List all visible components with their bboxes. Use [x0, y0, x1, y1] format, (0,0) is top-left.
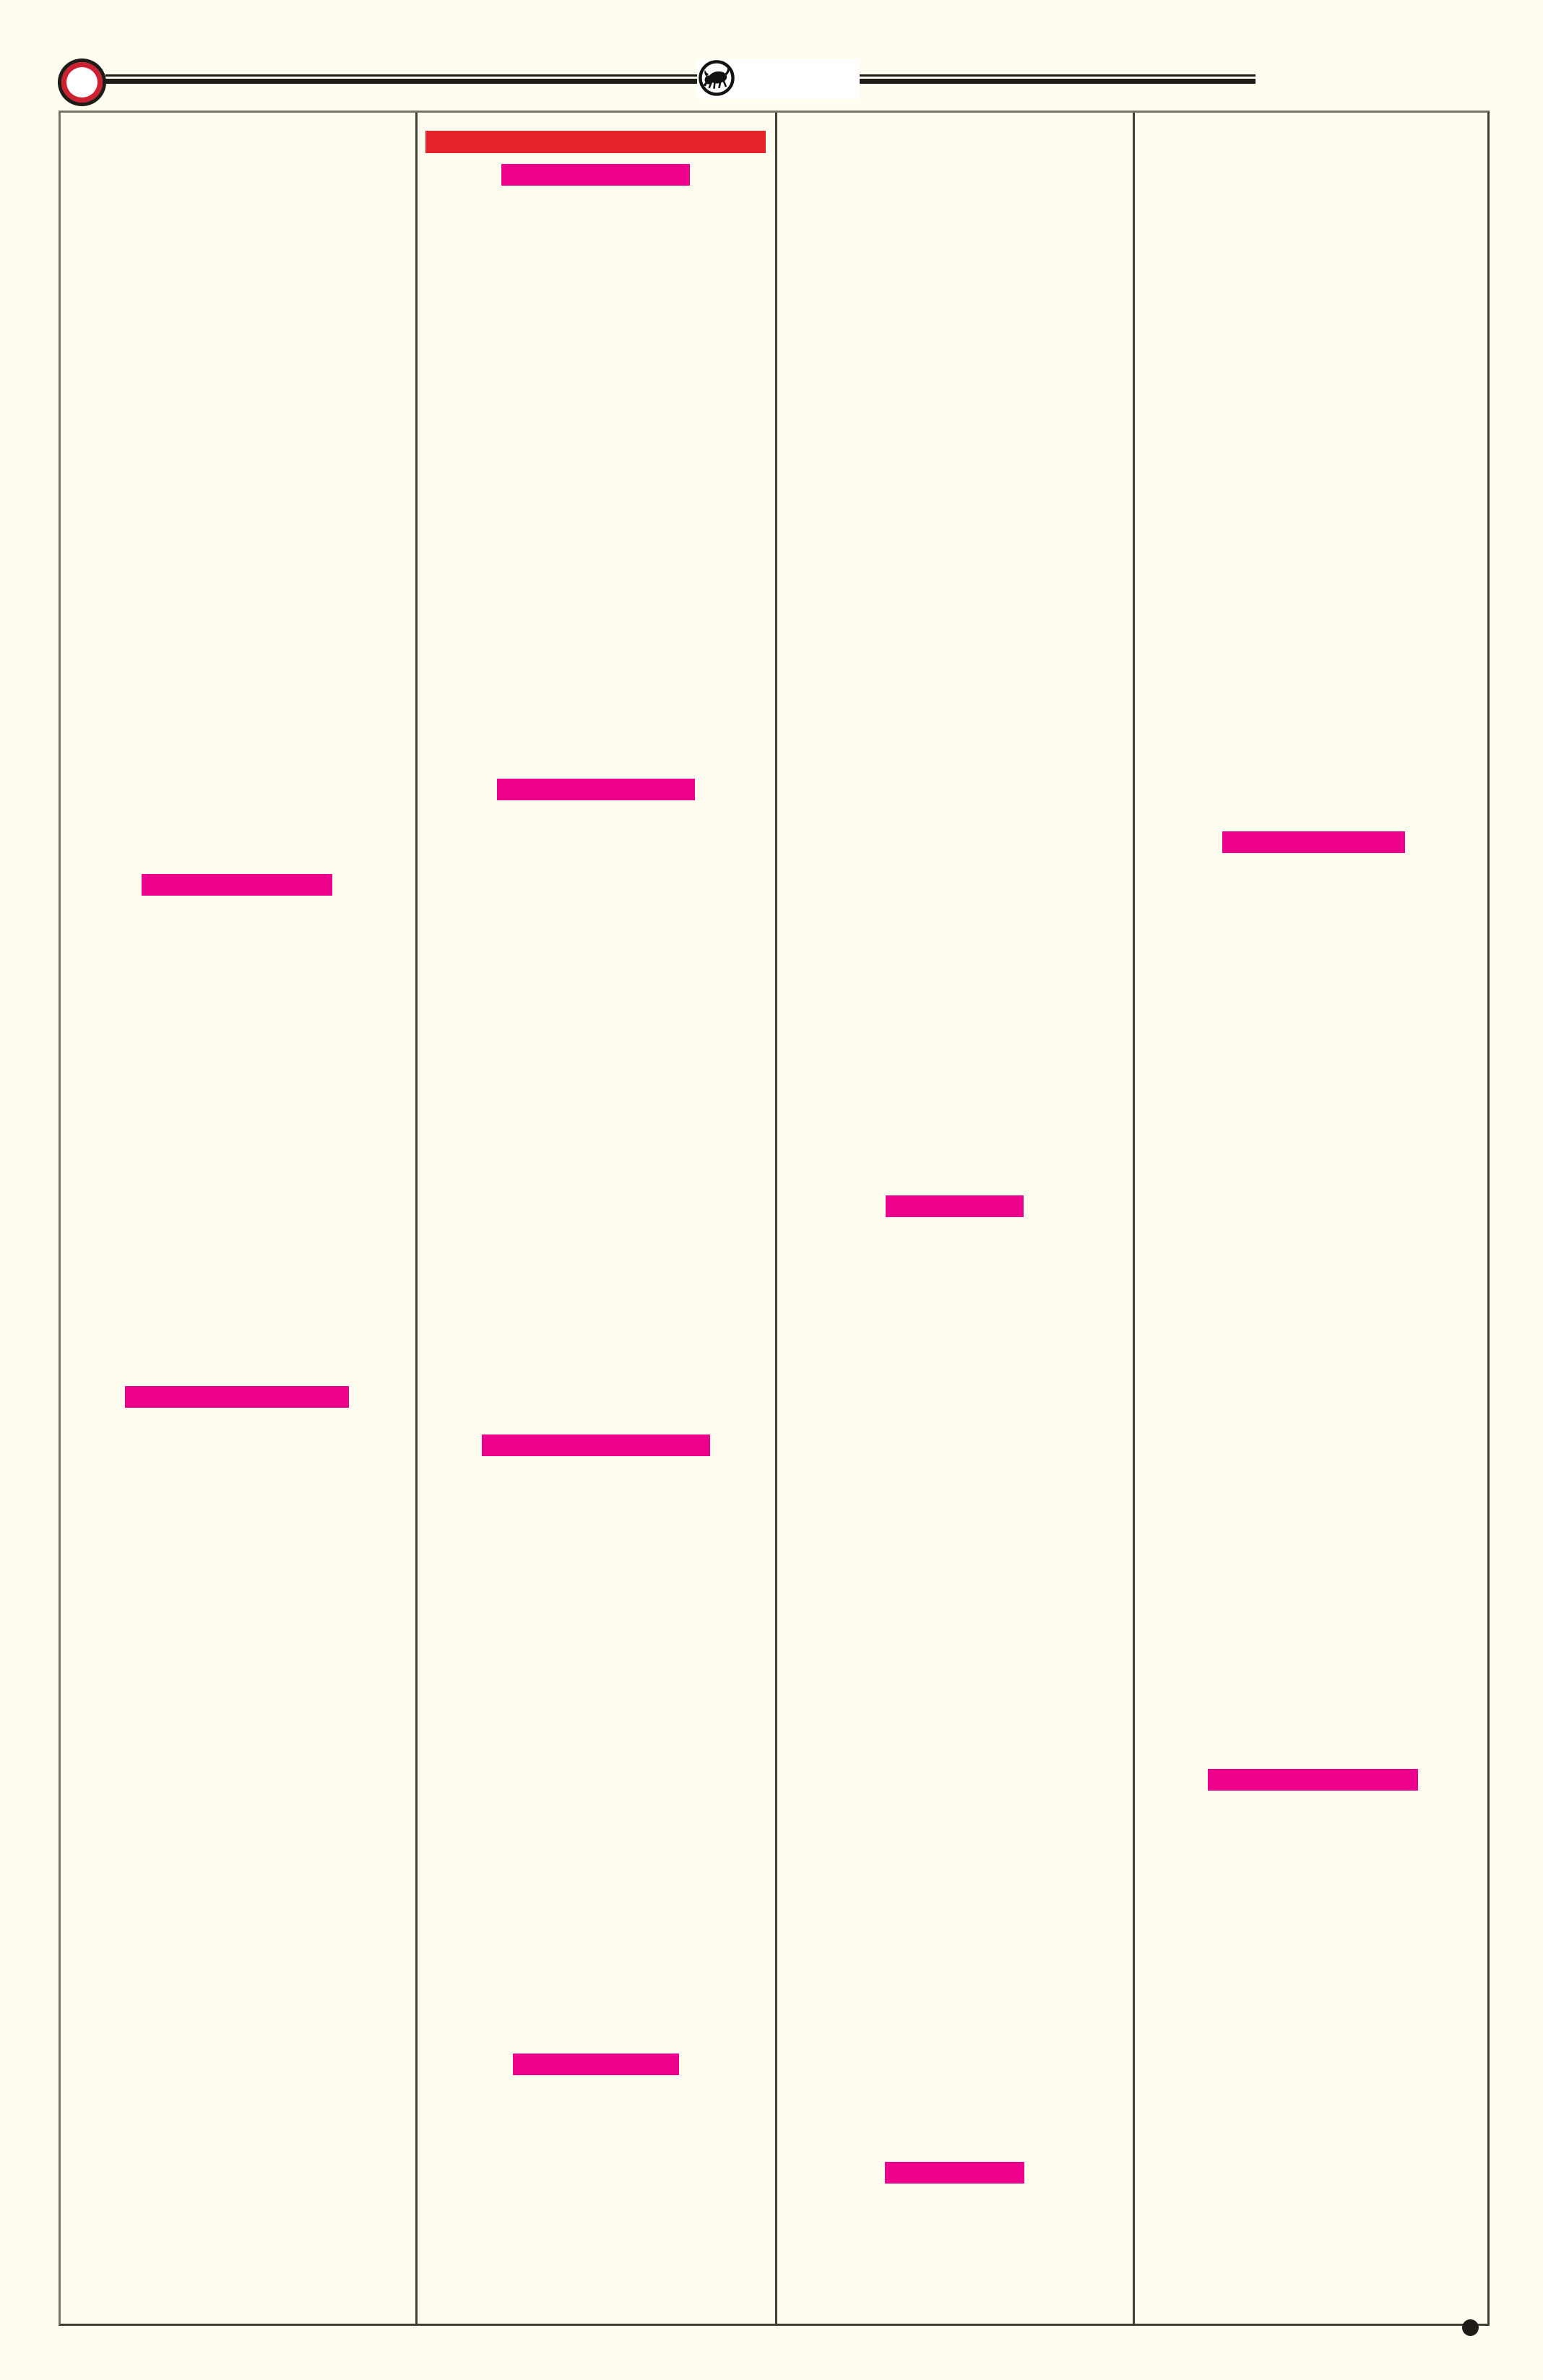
headline-redaction-bar — [885, 2162, 1024, 2184]
content-board — [59, 111, 1490, 2326]
headline-redaction-bar — [142, 874, 332, 896]
headline-redaction-bar — [501, 164, 690, 186]
headline-redaction-bar — [125, 1386, 349, 1408]
headline-redaction-bar — [497, 779, 695, 800]
header-rule-right — [860, 74, 1255, 84]
header-rule-left — [105, 74, 697, 84]
header-rule-thin-line — [860, 74, 1255, 77]
bull-emblem-icon — [699, 60, 735, 96]
page-end-dot-icon — [1462, 2319, 1479, 2336]
header-rule-thin-line — [105, 74, 697, 77]
headline-redaction-bar — [1208, 1769, 1418, 1791]
ring-icon — [58, 59, 106, 106]
headline-redaction-bar — [1222, 831, 1405, 853]
headline-redaction-bar — [886, 1195, 1024, 1217]
headline-redaction-bar — [482, 1435, 710, 1456]
column-divider — [775, 113, 777, 2324]
banner-redaction-bar — [425, 131, 766, 153]
header-rule-thick-line — [860, 79, 1255, 84]
column-divider — [415, 113, 418, 2324]
header-rule-thick-line — [105, 79, 697, 84]
column-divider — [1133, 113, 1135, 2324]
headline-redaction-bar — [513, 2054, 679, 2075]
